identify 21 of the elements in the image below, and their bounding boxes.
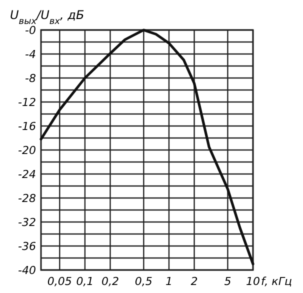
y-tick-label: -40 [18, 264, 36, 277]
y-tick-label: -28 [18, 192, 36, 205]
x-tick-label: 0,05 [47, 275, 72, 288]
x-tick-label: 0,5 [134, 275, 152, 288]
y-tick-label: -36 [18, 240, 36, 253]
x-tick-label: 0,1 [76, 275, 94, 288]
y-tick-label: -20 [18, 144, 36, 157]
y-tick-label: -24 [18, 168, 36, 181]
y-tick-label: -12 [18, 96, 36, 109]
y-tick-label: -4 [25, 48, 36, 61]
x-tick-label: 0,2 [101, 275, 119, 288]
y-tick-label: -0 [25, 24, 36, 37]
x-tick-label: 5 [224, 275, 232, 288]
x-tick-label: 2 [190, 275, 198, 288]
y-axis-title: U$_{вых}$/U$_{вх}$, дБ [10, 8, 84, 27]
x-tick-label: 1 [165, 275, 172, 288]
y-tick-label: -8 [25, 72, 36, 85]
y-tick-label: -32 [18, 216, 36, 229]
x-axis-title: f, кГц [261, 275, 292, 288]
x-tick-label: 10 [246, 275, 260, 288]
y-tick-label: -16 [18, 120, 36, 133]
